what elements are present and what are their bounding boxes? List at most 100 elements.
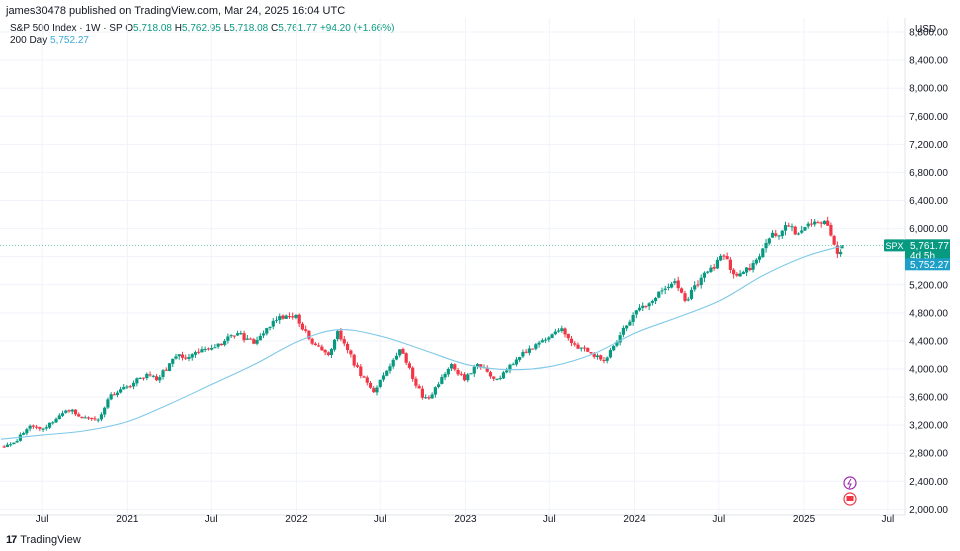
candle: [446, 368, 450, 375]
candle: [732, 269, 736, 275]
candle: [576, 344, 580, 349]
candle: [582, 347, 587, 349]
candle: [86, 417, 91, 419]
candle: [508, 364, 512, 371]
candle: [735, 273, 739, 276]
candle: [653, 297, 658, 302]
candle: [683, 293, 687, 301]
candle: [501, 372, 506, 379]
candle: [375, 387, 379, 393]
candle: [673, 281, 677, 284]
candle: [313, 343, 318, 346]
candle: [492, 376, 496, 379]
candle: [115, 392, 120, 395]
candle: [148, 374, 152, 376]
candle: [621, 327, 626, 335]
brand-label: TradingView: [20, 534, 81, 546]
candle: [427, 397, 431, 399]
candle: [34, 426, 39, 428]
symbol-name[interactable]: S&P 500 Index · 1W · SP: [10, 23, 123, 34]
candle: [164, 369, 168, 371]
candle: [800, 230, 804, 233]
candle: [433, 387, 437, 395]
candle: [748, 268, 752, 271]
symbol-tag-label: SPX: [885, 241, 903, 251]
candle: [401, 349, 405, 354]
y-tick-label: 7,200.00: [909, 140, 948, 151]
lightning-event-icon[interactable]: [843, 476, 857, 490]
candle: [2, 446, 6, 448]
candle: [103, 407, 107, 415]
last-price-tag[interactable]: [905, 239, 950, 262]
candle: [141, 377, 146, 379]
candle: [125, 386, 129, 388]
candle: [495, 378, 499, 380]
y-tick-label: 2,000.00: [909, 505, 948, 516]
candle: [22, 432, 26, 435]
y-tick-label: 6,800.00: [909, 168, 948, 179]
candle: [770, 232, 775, 238]
sma-label[interactable]: 200 Day: [10, 35, 48, 46]
candle: [119, 389, 123, 393]
candle: [806, 223, 810, 227]
candle: [368, 382, 373, 388]
candle: [287, 316, 292, 318]
close-label: C: [270, 23, 279, 34]
candle: [524, 351, 528, 353]
candle: [569, 338, 574, 344]
x-tick-label: Jul: [374, 514, 387, 525]
candle: [245, 338, 249, 340]
candle: [57, 415, 61, 420]
open-value: 5,718.08: [133, 23, 172, 34]
candle: [51, 422, 55, 424]
candle: [764, 242, 768, 249]
candle: [255, 340, 259, 344]
tradingview-brand[interactable]: 17 TradingView: [6, 534, 81, 546]
candle: [294, 314, 298, 318]
candle: [109, 394, 113, 400]
candle: [355, 365, 360, 367]
candle: [754, 259, 758, 264]
countdown-label: 4d 5h: [910, 251, 935, 262]
candle: [686, 299, 690, 301]
currency-label[interactable]: USD: [915, 24, 936, 35]
candle: [663, 288, 667, 291]
sma-price-tag[interactable]: [905, 258, 950, 271]
candle: [725, 256, 729, 260]
candle: [213, 347, 217, 349]
candle: [154, 376, 159, 381]
candle: [625, 325, 629, 329]
candle: [424, 397, 428, 399]
candle: [138, 378, 142, 380]
candle: [440, 377, 444, 384]
candle: [135, 378, 139, 384]
candle: [77, 414, 81, 417]
indicator-legend: 200 Day 5,752.27: [10, 35, 89, 46]
candle: [216, 343, 220, 347]
candle: [790, 226, 794, 228]
y-tick-label: 3,600.00: [909, 393, 948, 404]
candle: [320, 346, 324, 351]
candle: [430, 394, 434, 399]
candle: [709, 267, 713, 272]
candle: [161, 370, 165, 377]
candle: [96, 419, 100, 421]
candle: [268, 327, 272, 329]
sma-price-label: 5,752.27: [910, 260, 949, 271]
candle: [631, 314, 635, 322]
candle: [543, 339, 548, 341]
candle: [90, 417, 94, 419]
candle: [411, 367, 415, 379]
candle: [414, 378, 418, 386]
candle: [689, 289, 694, 299]
candle: [359, 366, 363, 377]
candle: [200, 349, 204, 353]
candle: [31, 425, 35, 427]
candle: [391, 359, 395, 367]
symbol-tag[interactable]: [884, 239, 905, 252]
candle: [131, 382, 136, 387]
candle: [223, 340, 227, 345]
candle: [64, 410, 68, 413]
candle: [796, 233, 801, 235]
